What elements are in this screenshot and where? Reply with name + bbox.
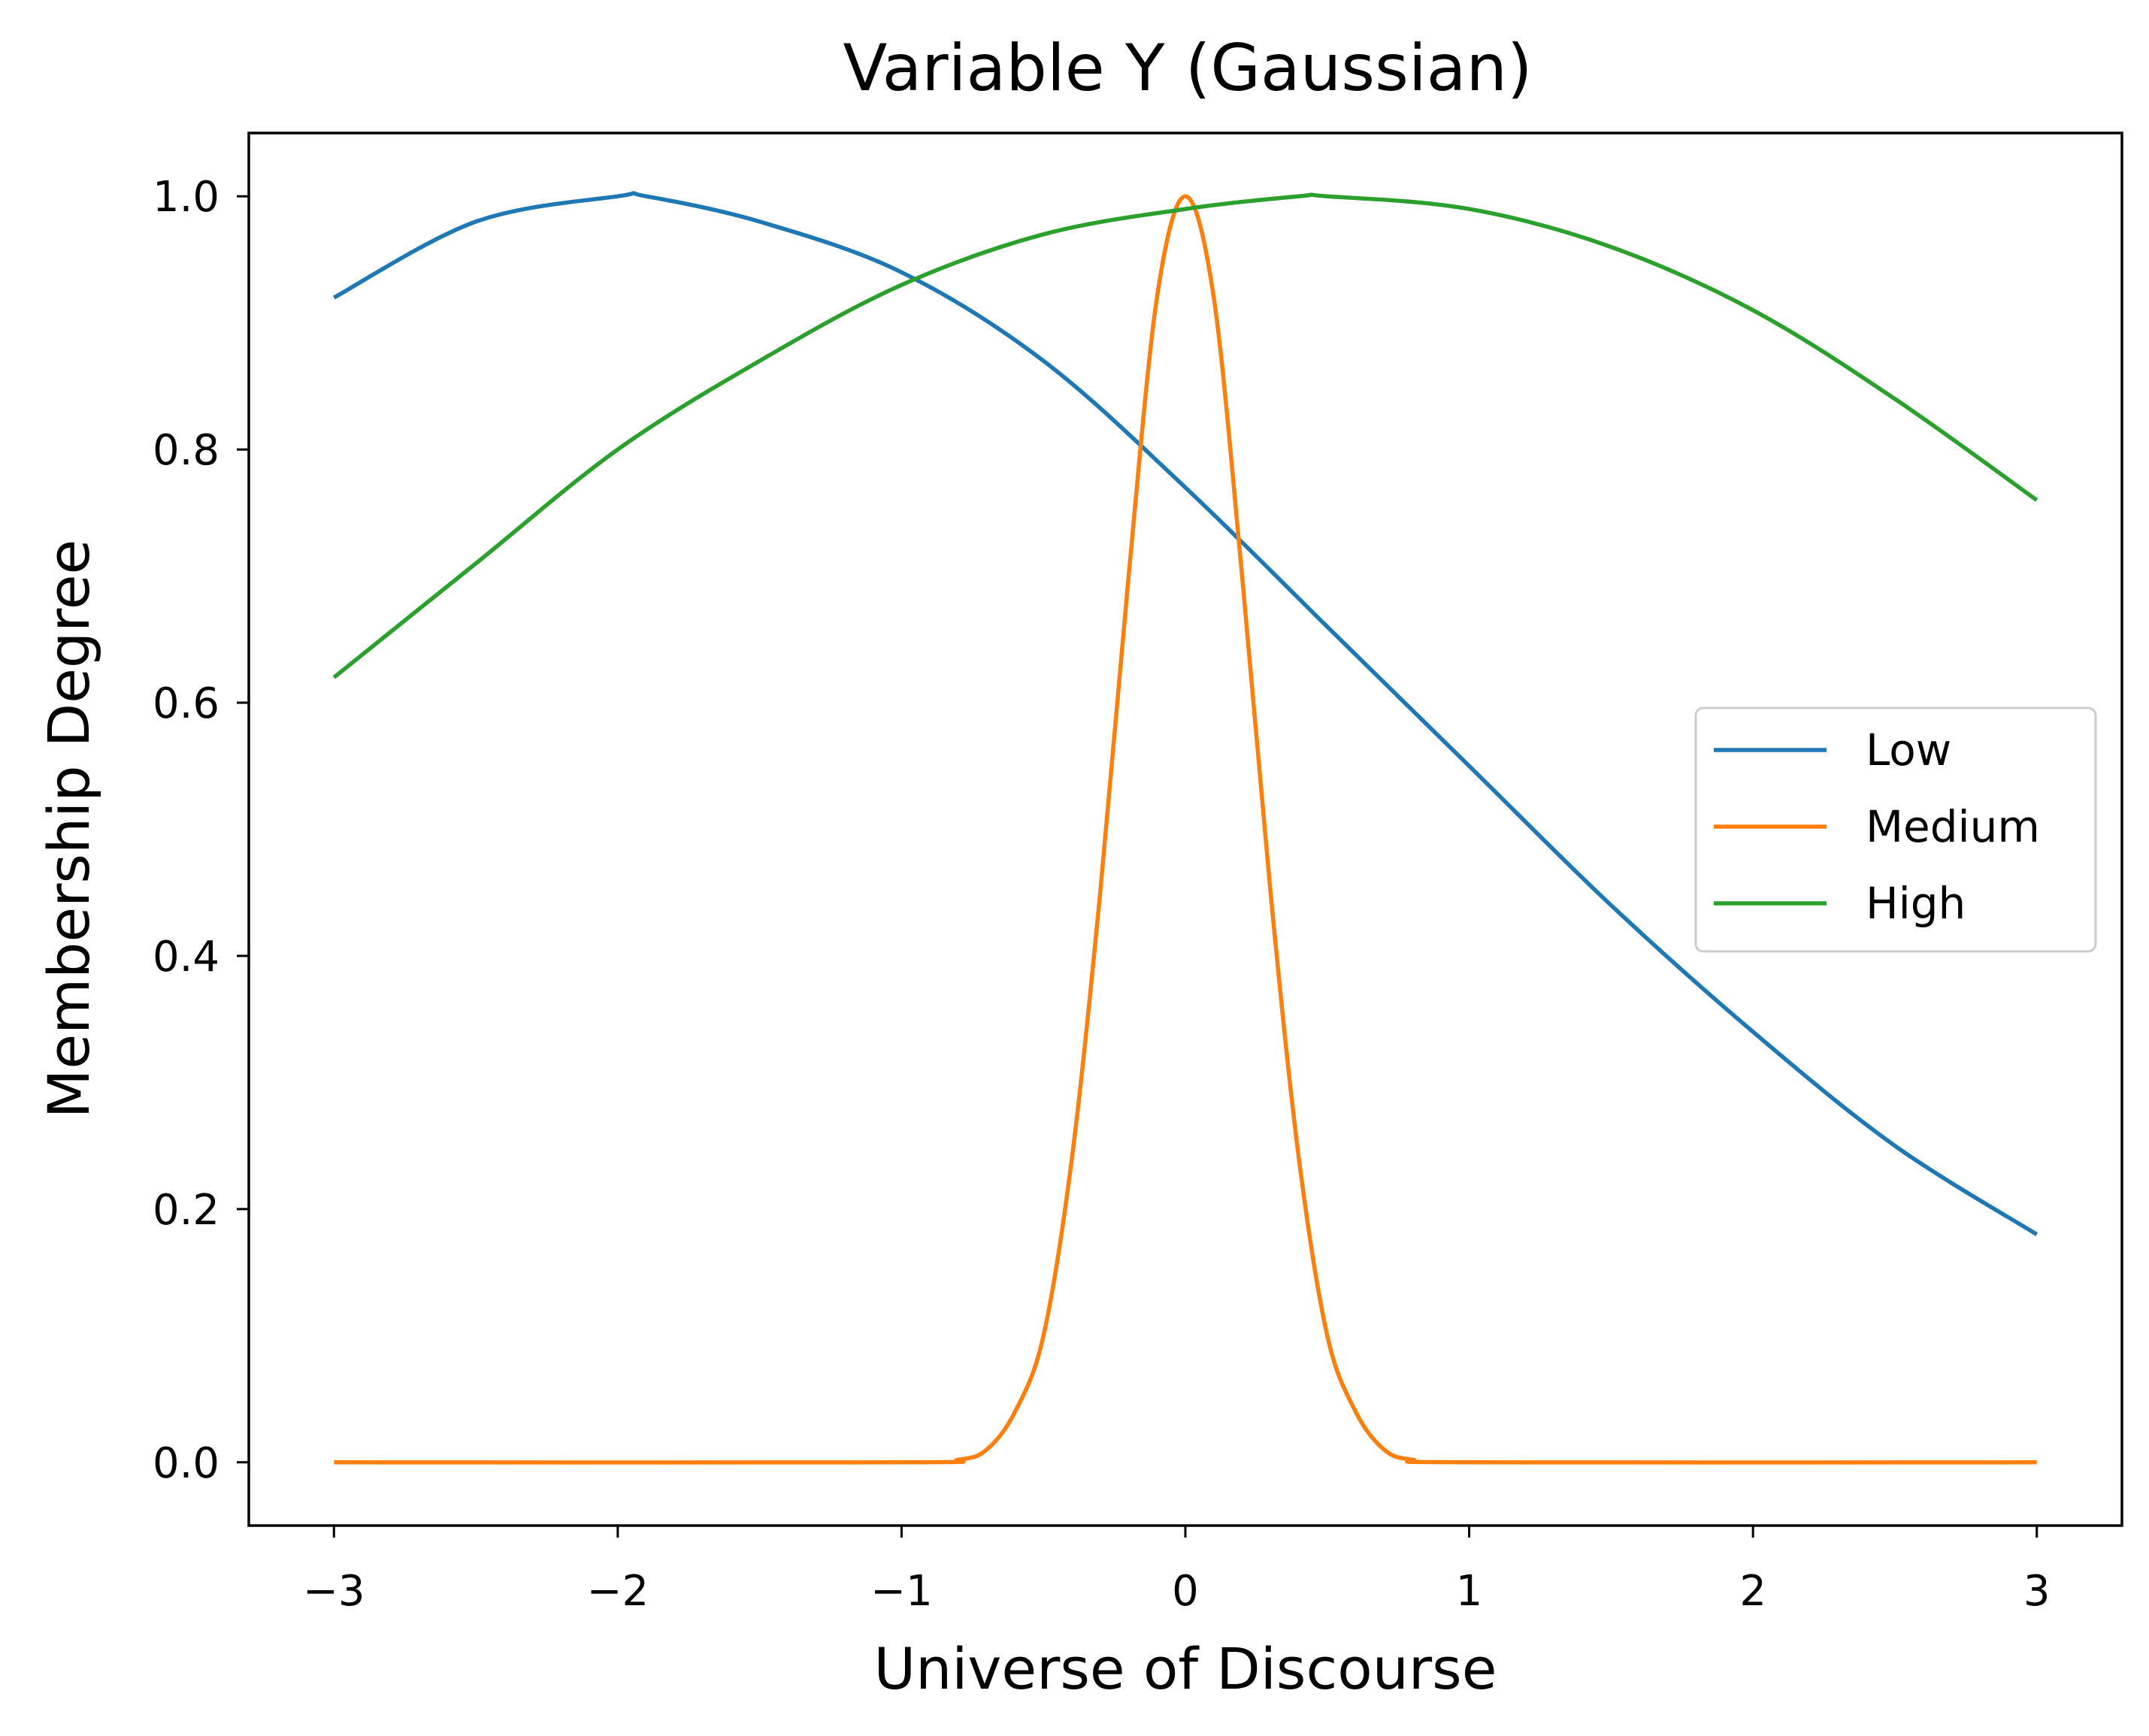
y-tick-label: 1.0 <box>153 173 219 222</box>
series-layer <box>332 191 2039 1465</box>
y-tick-label: 0.4 <box>153 933 219 981</box>
legend: Low Medium High <box>1694 706 2097 953</box>
y-tick-label: 0.6 <box>153 679 219 728</box>
y-axis-ticks: 0.0 0.2 0.4 0.6 0.8 1.0 <box>153 173 249 1488</box>
series-line-0 <box>332 191 2039 1236</box>
chart-title: Variable Y (Gaussian) <box>843 31 1532 106</box>
legend-label-0: Low <box>1866 724 1951 776</box>
x-axis-label: Universe of Discourse <box>873 1635 1497 1702</box>
x-tick-label: 0 <box>1172 1567 1199 1616</box>
x-tick-label: −2 <box>587 1567 649 1616</box>
y-tick-label: 0.0 <box>153 1439 219 1488</box>
x-tick-label: 3 <box>2023 1567 2051 1616</box>
legend-box <box>1694 706 2097 953</box>
y-tick-label: 0.2 <box>153 1186 219 1235</box>
legend-label-2: High <box>1866 878 1966 929</box>
x-axis-ticks: −3 −2 −1 0 1 2 3 <box>303 1526 2051 1616</box>
x-tick-label: 1 <box>1456 1567 1483 1616</box>
x-tick-label: −3 <box>303 1567 365 1616</box>
y-axis-label: Membership Degree <box>35 540 102 1119</box>
series-line-2 <box>332 192 2039 679</box>
legend-entries: Low Medium High <box>1714 724 2040 929</box>
x-tick-label: 2 <box>1739 1567 1766 1616</box>
y-tick-label: 0.8 <box>153 426 219 475</box>
series-line-1 <box>334 194 2037 1465</box>
x-tick-label: −1 <box>870 1567 933 1616</box>
legend-label-1: Medium <box>1866 801 2040 852</box>
